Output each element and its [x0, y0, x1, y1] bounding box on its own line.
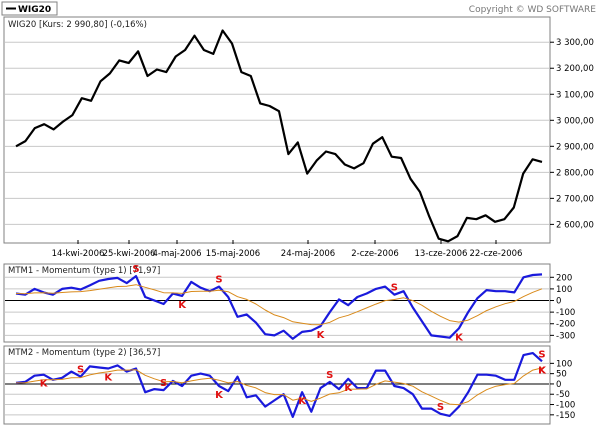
mtm2-signal-marker-K: K — [538, 365, 547, 376]
mtm1-markers: S K S K S K — [132, 264, 464, 343]
copyright-text: Copyright © WD SOFTWARE — [469, 5, 597, 15]
price-x-tick-label: 14-kwi-2006 — [52, 249, 105, 259]
price-panel-frame — [3, 16, 551, 244]
mtm1-y-tick-label: -300 — [556, 331, 575, 341]
mtm2-signal-marker-S: S — [77, 365, 84, 376]
mtm2-signal-marker-S: S — [160, 378, 167, 389]
mtm1-grid — [5, 276, 549, 336]
mtm2-signal-marker-K: K — [298, 396, 307, 407]
mtm2-signal-marker-S: S — [538, 349, 545, 360]
price-y-tick-label: 3 100,00 — [556, 90, 594, 100]
mtm1-y-tick-label: 100 — [556, 285, 572, 295]
price-grid — [5, 41, 549, 225]
mtm1-series-line-2 — [15, 284, 543, 326]
price-panel: WIG20 [Kurs: 2 990,80] (-0,16%) 2 600,00… — [3, 16, 594, 259]
mtm1-y-tick-label: -200 — [556, 320, 575, 330]
mtm2-signal-marker-K: K — [104, 373, 113, 384]
mtm2-panel: MTM2 - Momentum (type 2) [36,57] KSKSKKS… — [3, 345, 575, 425]
mtm2-panel-frame — [3, 345, 551, 425]
mtm1-signal-marker-K: K — [455, 332, 464, 343]
mtm1-y-tick-label: 200 — [556, 273, 572, 283]
mtm2-signal-marker-K: K — [344, 383, 353, 394]
price-x-tick-label: 15-maj-2006 — [206, 249, 260, 259]
mtm1-series-line-1 — [15, 273, 543, 340]
price-y-tick-label: 3 000,00 — [556, 116, 594, 126]
price-y-tick-label: 3 300,00 — [556, 38, 594, 48]
price-y-tick-label: 2 800,00 — [556, 168, 594, 178]
mtm2-signal-marker-K: K — [40, 379, 49, 390]
mtm1-series — [15, 273, 543, 340]
mtm2-y-tick-label: -50 — [556, 390, 570, 400]
price-y-ticks: 2 600,00 2 700,00 2 800,00 2 900,00 3 000,00… — [550, 38, 594, 230]
price-x-tick-label: 24-maj-2006 — [281, 249, 335, 259]
top-bar: WIG20 Copyright © WD SOFTWARE — [1, 1, 597, 16]
price-x-tick-label: 22-cze-2006 — [470, 249, 523, 259]
mtm2-signal-marker-S: S — [437, 402, 444, 413]
price-x-tick-label: 4-maj-2006 — [152, 249, 201, 259]
mtm2-series-line-2 — [15, 367, 543, 406]
mtm1-signal-marker-S: S — [391, 283, 398, 294]
mtm2-series — [15, 352, 543, 418]
price-y-tick-label: 2 900,00 — [556, 142, 594, 152]
mtm1-panel-title: MTM1 - Momentum (type 1) [71,97] — [8, 266, 160, 276]
price-y-tick-label: 2 600,00 — [556, 220, 594, 230]
mtm1-panel: MTM1 - Momentum (type 1) [71,97] SKSKSK … — [3, 263, 575, 343]
symbol-box[interactable] — [1, 1, 58, 16]
mtm2-y-tick-label: -150 — [556, 411, 575, 421]
price-y-tick-label: 2 700,00 — [556, 194, 594, 204]
symbol-label: WIG20 — [18, 5, 51, 15]
mtm2-panel-title: MTM2 - Momentum (type 2) [36,57] — [8, 348, 160, 358]
mtm2-y-tick-label: 100 — [556, 359, 572, 369]
price-series-line-1 — [15, 29, 543, 243]
price-y-tick-label: 3 200,00 — [556, 64, 594, 74]
mtm1-y-tick-label: -100 — [556, 308, 575, 318]
price-x-tick-label: 2-cze-2006 — [351, 249, 399, 259]
price-x-tick-label: 13-cze-2006 — [415, 249, 468, 259]
mtm1-signal-marker-S: S — [215, 275, 222, 286]
mtm2-y-tick-label: 0 — [556, 380, 561, 390]
mtm1-signal-marker-S: S — [132, 264, 139, 275]
price-panel-title: WIG20 [Kurs: 2 990,80] (-0,16%) — [8, 20, 147, 30]
mtm1-y-tick-label: 0 — [556, 297, 561, 307]
mtm2-series-line-1 — [15, 352, 543, 418]
price-series — [15, 29, 543, 243]
mtm2-signal-marker-K: K — [538, 365, 547, 376]
mtm1-signal-marker-K: K — [178, 300, 187, 311]
mtm2-signal-marker-S: S — [326, 370, 333, 381]
mtm2-y-tick-label: -100 — [556, 401, 575, 411]
price-x-tick-label: 25-kwi-2006 — [103, 249, 156, 259]
mtm2-signal-marker-K: K — [215, 390, 224, 401]
mtm1-signal-marker-K: K — [317, 330, 326, 341]
mtm2-y-tick-label: 50 — [556, 370, 567, 380]
